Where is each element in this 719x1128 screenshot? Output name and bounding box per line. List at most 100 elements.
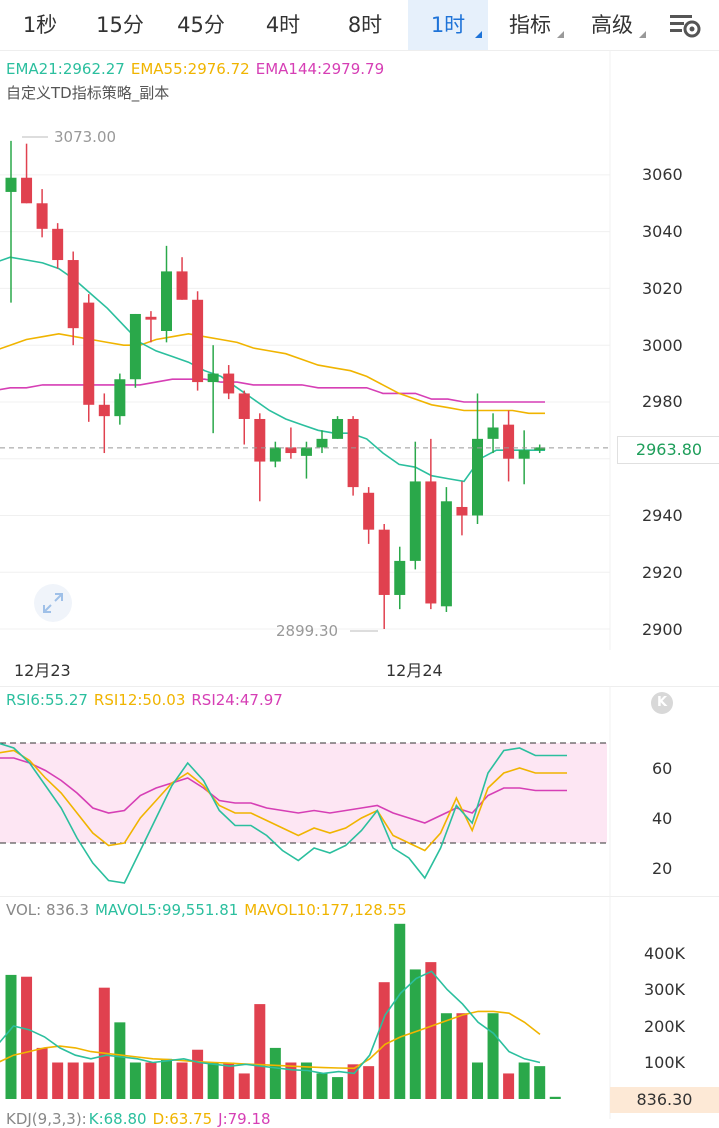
rsi24-label: RSI24:47.97 bbox=[191, 691, 283, 709]
kdj-label: KDJ(9,3,3): bbox=[6, 1110, 87, 1128]
volume-bar bbox=[300, 1062, 312, 1099]
current-price-tag: 2963.80 bbox=[617, 436, 719, 464]
volume-bar bbox=[161, 1058, 172, 1099]
tab-1s[interactable]: 1秒 bbox=[0, 0, 80, 50]
tab-45m[interactable]: 45分 bbox=[160, 0, 242, 50]
volume-bar bbox=[223, 1062, 235, 1099]
ema21-line bbox=[0, 256, 545, 483]
ema21-label: EMA21:2962.27 bbox=[6, 60, 125, 78]
dropdown-triangle-icon bbox=[557, 31, 564, 38]
rsi-band bbox=[0, 743, 607, 843]
y-tick: 3040 bbox=[642, 222, 683, 241]
volume-bar bbox=[207, 1062, 219, 1099]
kdj-d-label: D:63.75 bbox=[152, 1110, 213, 1128]
tab-advanced[interactable]: 高级 bbox=[572, 0, 652, 50]
volume-bar bbox=[378, 982, 390, 1099]
candle-body bbox=[98, 404, 110, 417]
tab-8h[interactable]: 8时 bbox=[324, 0, 406, 50]
divider bbox=[0, 896, 719, 897]
rsi6-line bbox=[0, 742, 567, 884]
kdj-k-label: K:68.80 bbox=[88, 1110, 147, 1128]
date-label: 12月23 bbox=[14, 661, 71, 680]
y-tick: 2900 bbox=[642, 620, 683, 639]
tab-label: 指标 bbox=[509, 13, 551, 37]
candles bbox=[5, 140, 546, 630]
tab-15m[interactable]: 15分 bbox=[80, 0, 160, 50]
vol-tick: 400K bbox=[644, 944, 686, 963]
candle-body bbox=[518, 450, 530, 459]
candle-body bbox=[425, 481, 437, 604]
indicator-badge[interactable]: K bbox=[651, 692, 673, 714]
candle-body bbox=[52, 228, 64, 261]
divider bbox=[0, 686, 719, 687]
expand-icon bbox=[43, 593, 63, 613]
dropdown-triangle-icon bbox=[639, 31, 646, 38]
expand-button[interactable] bbox=[34, 584, 72, 622]
volume-bar bbox=[269, 1047, 281, 1099]
strategy-label: 自定义TD指标策略_副本 bbox=[6, 84, 170, 102]
candle-body bbox=[176, 271, 188, 300]
candle-body bbox=[316, 438, 328, 448]
volume-bar bbox=[285, 1062, 297, 1099]
rsi-tick: 20 bbox=[652, 859, 673, 878]
candle-body bbox=[285, 447, 297, 454]
volume-bar bbox=[36, 1047, 48, 1099]
date-label: 12月24 bbox=[386, 661, 443, 680]
y-tick: 3020 bbox=[642, 279, 683, 298]
volume-bar bbox=[456, 1013, 468, 1099]
tab-label: 高级 bbox=[591, 13, 633, 37]
candle-body bbox=[300, 447, 312, 456]
tab-1h[interactable]: 1时 bbox=[408, 0, 488, 50]
y-tick: 3000 bbox=[642, 336, 683, 355]
candlestick-chart[interactable] bbox=[0, 0, 719, 650]
candle-body bbox=[192, 299, 204, 383]
volume-bar bbox=[129, 1062, 141, 1099]
current-volume-tag: 836.30 bbox=[610, 1087, 719, 1113]
candle-body bbox=[534, 447, 546, 451]
rsi-tick: 60 bbox=[652, 759, 673, 778]
volume-bar bbox=[98, 987, 110, 1099]
rsi6-label: RSI6:55.27 bbox=[6, 691, 88, 709]
ema-legend: EMA21:2962.27 EMA55:2976.72 EMA144:2979.79 bbox=[6, 60, 390, 78]
mavol5-line bbox=[0, 970, 541, 1075]
candle-body bbox=[487, 427, 499, 439]
candle-body bbox=[145, 316, 157, 320]
volume-bar bbox=[409, 969, 421, 1099]
volume-bar bbox=[394, 923, 406, 1099]
settings-icon[interactable] bbox=[662, 8, 706, 42]
timeframe-tabs: 1秒 15分 45分 4时 8时 1时 指标 高级 bbox=[0, 0, 719, 51]
vol-tick: 300K bbox=[644, 980, 686, 999]
candle-body bbox=[363, 492, 375, 530]
high-price-label: 3073.00 bbox=[54, 128, 117, 146]
candle-body bbox=[5, 177, 17, 192]
rsi24-line bbox=[0, 757, 567, 824]
volume-bar bbox=[238, 1073, 250, 1099]
volume-bar bbox=[347, 1064, 359, 1099]
rsi-legend: RSI6:55.27 RSI12:50.03 RSI24:47.97 bbox=[6, 691, 289, 709]
volume-bar bbox=[114, 1022, 126, 1099]
volume-bar bbox=[21, 976, 33, 1099]
candle-body bbox=[36, 203, 48, 229]
candle-body bbox=[238, 393, 250, 419]
rsi-chart bbox=[0, 686, 611, 896]
volume-bar bbox=[5, 974, 17, 1099]
candle-body bbox=[83, 302, 95, 405]
volume-bar bbox=[192, 1049, 204, 1099]
volume-bar bbox=[518, 1062, 530, 1099]
tab-label: 15分 bbox=[96, 13, 144, 37]
tab-4h[interactable]: 4时 bbox=[242, 0, 324, 50]
vol-label: VOL: 836.3 bbox=[6, 901, 89, 919]
volume-chart bbox=[0, 896, 611, 1119]
volume-bar bbox=[176, 1062, 188, 1099]
volume-bar bbox=[83, 1062, 95, 1099]
ema144-line bbox=[0, 378, 545, 403]
volume-bar bbox=[472, 1062, 483, 1099]
tab-label: 4时 bbox=[265, 13, 301, 37]
volume-bar bbox=[440, 1013, 452, 1099]
candle-body bbox=[456, 506, 468, 516]
candle-body bbox=[161, 271, 172, 331]
candle-body bbox=[21, 177, 33, 204]
low-price-label: 2899.30 bbox=[276, 622, 339, 640]
tab-indicators[interactable]: 指标 bbox=[490, 0, 570, 50]
candle-body bbox=[223, 373, 235, 394]
